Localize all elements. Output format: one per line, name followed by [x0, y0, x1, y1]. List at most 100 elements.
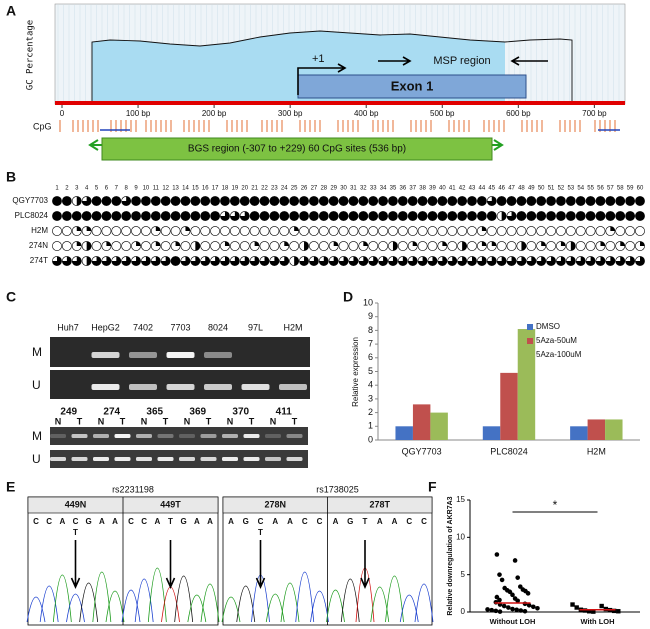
- lane-label: 7703: [170, 322, 190, 332]
- x-tick-label: 0: [60, 109, 65, 118]
- sample-name: 449N: [65, 499, 87, 509]
- y-tick-label: 0: [461, 607, 466, 616]
- base-call: G: [347, 517, 353, 526]
- methylation-wedge: [605, 256, 615, 266]
- tissue-label: N: [227, 416, 234, 426]
- column-number: 47: [508, 186, 515, 192]
- methylation-wedge: [487, 196, 497, 206]
- methylation-wedge: [521, 241, 527, 251]
- column-number: 21: [251, 186, 258, 192]
- bgs-label: BGS region (-307 to +229) 60 CpG sites (…: [188, 144, 406, 155]
- trace-peak: [174, 575, 194, 623]
- cpg-site: [378, 196, 388, 206]
- cpg-site: [437, 196, 448, 206]
- cpg-site: [279, 226, 290, 236]
- tss-label: +1: [312, 53, 325, 65]
- sample-label: 369: [189, 407, 206, 418]
- bar: [395, 426, 413, 440]
- column-number: 11: [153, 186, 160, 192]
- methylation-wedge: [254, 241, 260, 246]
- methylation-wedge: [284, 241, 289, 246]
- point: [512, 558, 518, 563]
- methylation-wedge: [220, 211, 230, 221]
- cpg-site: [111, 196, 122, 206]
- column-number: 22: [261, 186, 268, 192]
- point: [485, 607, 490, 612]
- cpg-site: [81, 211, 92, 221]
- y-axis-label: Relative downregulation of AKR7A3: [447, 496, 454, 615]
- methylation-wedge: [190, 256, 200, 266]
- bar: [412, 404, 431, 440]
- methylation-wedge: [576, 256, 586, 266]
- lane-label: 8024: [208, 322, 228, 332]
- methylation-wedge: [526, 256, 536, 266]
- cpg-site: [467, 226, 477, 236]
- column-number: 14: [182, 186, 189, 192]
- cpg-site: [309, 241, 319, 251]
- cpg-site: [546, 226, 556, 236]
- cpg-site: [160, 241, 171, 251]
- methylation-wedge: [200, 256, 210, 266]
- cpg-site: [269, 226, 280, 236]
- cpg-site: [160, 226, 171, 236]
- point: [507, 589, 513, 595]
- cpg-site: [249, 196, 260, 206]
- column-number: 46: [498, 186, 505, 192]
- point: [510, 592, 515, 598]
- arrow: [255, 540, 266, 589]
- cpg-site: [496, 241, 507, 251]
- methylation-wedge: [516, 256, 527, 266]
- methylation-wedge: [121, 256, 131, 266]
- band: [93, 434, 109, 438]
- trace-peak: [92, 571, 112, 623]
- base-call: C: [317, 517, 323, 526]
- band: [50, 434, 66, 438]
- panel-label: A: [6, 3, 16, 19]
- methylation-wedge: [437, 256, 447, 266]
- band: [157, 457, 174, 461]
- cpg-site: [457, 211, 468, 221]
- column-number: 32: [360, 186, 367, 192]
- cpg-site: [111, 226, 122, 236]
- y-tick-label: 1: [368, 421, 373, 431]
- point: [518, 608, 524, 613]
- column-number: 10: [143, 186, 150, 192]
- band: [265, 434, 281, 438]
- cpg-site: [220, 226, 230, 236]
- cpg-site: [279, 211, 290, 221]
- column-number: 19: [232, 186, 239, 192]
- cpg-site: [368, 211, 379, 221]
- band: [129, 352, 157, 358]
- row-label: PLC8024: [15, 211, 49, 220]
- cpg-site: [585, 226, 596, 236]
- y-axis-label: GC Percentage: [26, 20, 36, 90]
- methylation-wedge: [155, 226, 161, 231]
- sample-label: 274: [103, 407, 120, 418]
- column-number: 40: [439, 186, 446, 192]
- cpg-site: [338, 226, 349, 236]
- band: [200, 434, 217, 438]
- cpg-site: [595, 196, 606, 206]
- methylation-wedge: [185, 226, 191, 231]
- cpg-site: [71, 211, 82, 221]
- column-number: 15: [192, 186, 199, 192]
- column-number: 51: [548, 186, 555, 192]
- cpg-site: [61, 241, 72, 251]
- methylation-wedge: [541, 241, 546, 246]
- cpg-site: [635, 211, 645, 221]
- methylation-wedge: [457, 256, 467, 266]
- point: [570, 602, 575, 607]
- cpg-site: [615, 196, 626, 206]
- methylation-wedge: [131, 256, 141, 266]
- row-label: 274N: [29, 241, 48, 250]
- cpg-site: [289, 241, 300, 251]
- cpg-site: [476, 196, 487, 206]
- column-number: 37: [409, 186, 416, 192]
- cpg-site: [546, 241, 556, 251]
- methylation-wedge: [481, 241, 487, 246]
- base-call: C: [258, 517, 264, 526]
- cpg-site: [200, 226, 211, 236]
- cpg-site: [190, 226, 201, 236]
- band: [279, 384, 307, 390]
- cpg-site: [506, 226, 517, 236]
